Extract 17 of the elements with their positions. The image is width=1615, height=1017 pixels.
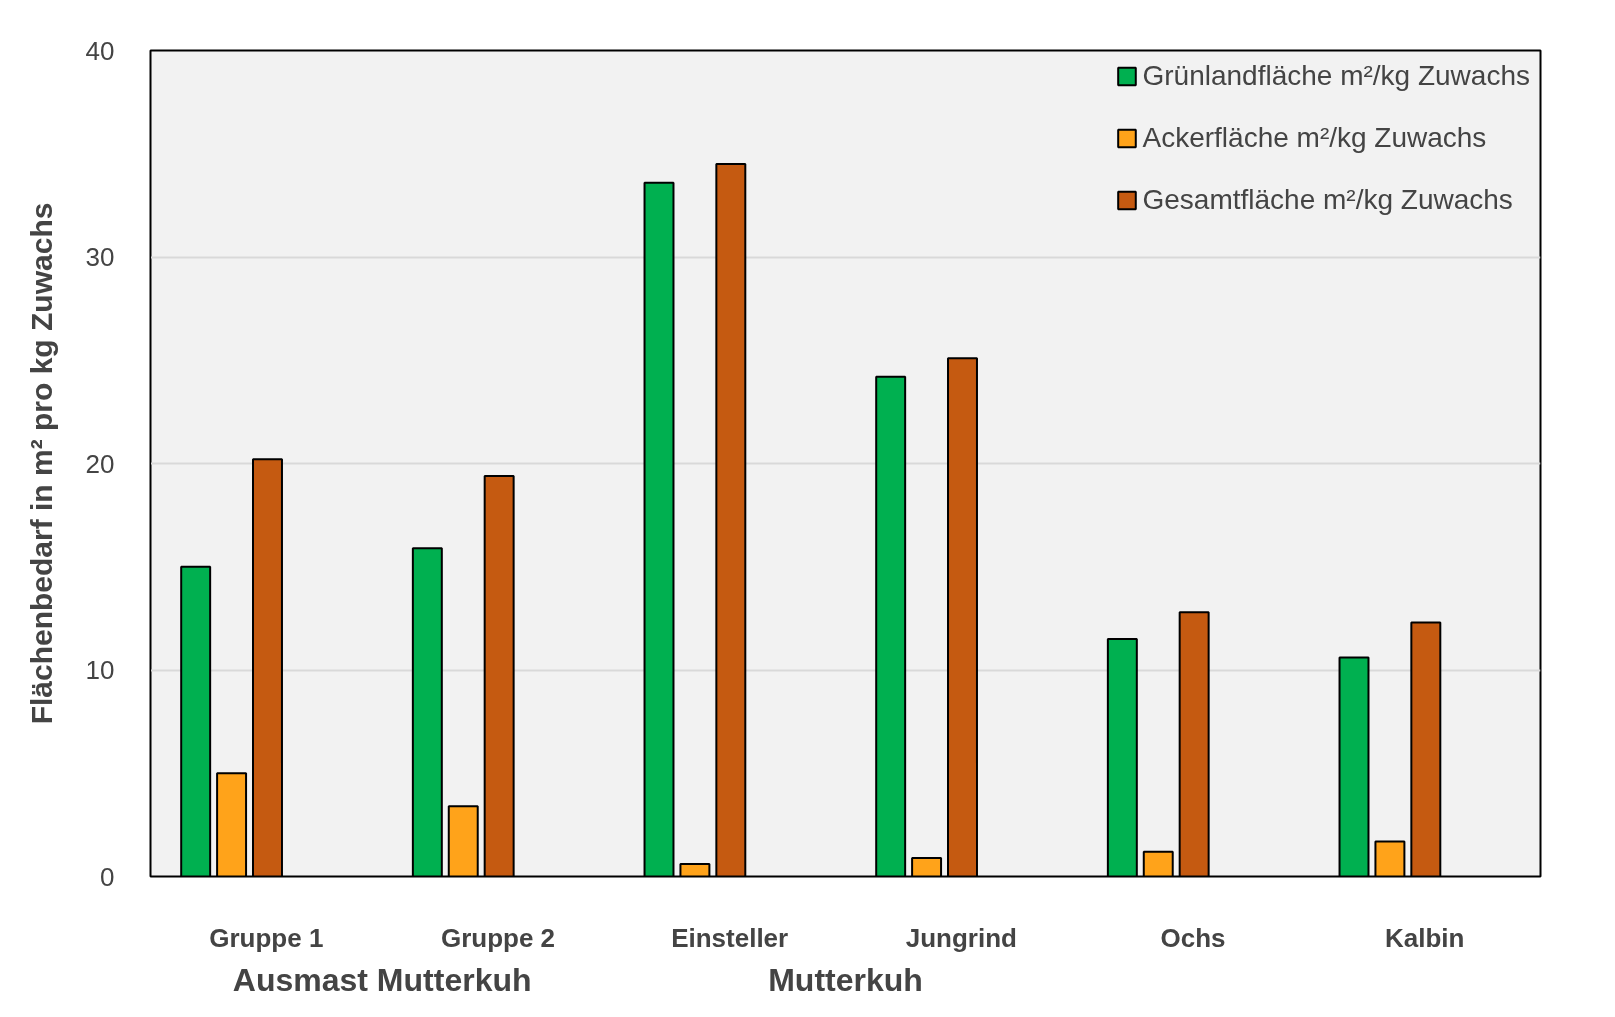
x-tick-label: Ochs	[1160, 922, 1226, 953]
legend-label: Grünlandfläche m²/kg Zuwachs	[1142, 60, 1530, 92]
y-tick-label: 10	[85, 655, 115, 685]
x-tick-label: Einsteller	[671, 922, 789, 953]
legend-label: Gesamtfläche m²/kg Zuwachs	[1142, 184, 1513, 216]
x-tick-label: Jungrind	[905, 922, 1017, 953]
y-tick-label: 40	[85, 35, 115, 66]
y-tick-label: 30	[85, 242, 115, 272]
legend-label: Ackerfläche m²/kg Zuwachs	[1142, 122, 1487, 154]
x-tick-label: Gruppe 2	[440, 922, 556, 953]
text: Ausmast Mutterkuh	[232, 961, 532, 998]
x-tick-label: Kalbin	[1384, 922, 1465, 953]
y-tick-label: 20	[85, 448, 115, 479]
y-tick-label: 0	[100, 861, 115, 892]
text: Mutterkuh	[768, 961, 923, 998]
y-axis-title: Flächenbedarf in m² pro kg Zuwachs	[24, 202, 58, 725]
x-tick-label: Gruppe 1	[209, 922, 324, 953]
